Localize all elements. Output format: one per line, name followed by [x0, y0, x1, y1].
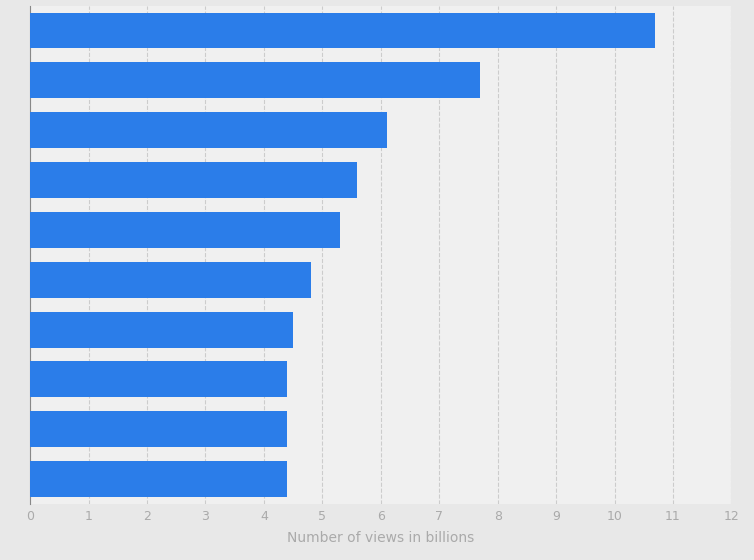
Bar	[30, 212, 340, 248]
Bar	[30, 62, 480, 99]
Bar	[30, 411, 287, 447]
Bar	[30, 311, 293, 348]
X-axis label: Number of views in billions: Number of views in billions	[287, 531, 474, 545]
Bar	[30, 262, 311, 298]
Bar	[30, 12, 655, 49]
Bar	[30, 361, 287, 398]
Bar	[30, 461, 287, 497]
Bar	[30, 162, 357, 198]
Bar	[30, 112, 387, 148]
